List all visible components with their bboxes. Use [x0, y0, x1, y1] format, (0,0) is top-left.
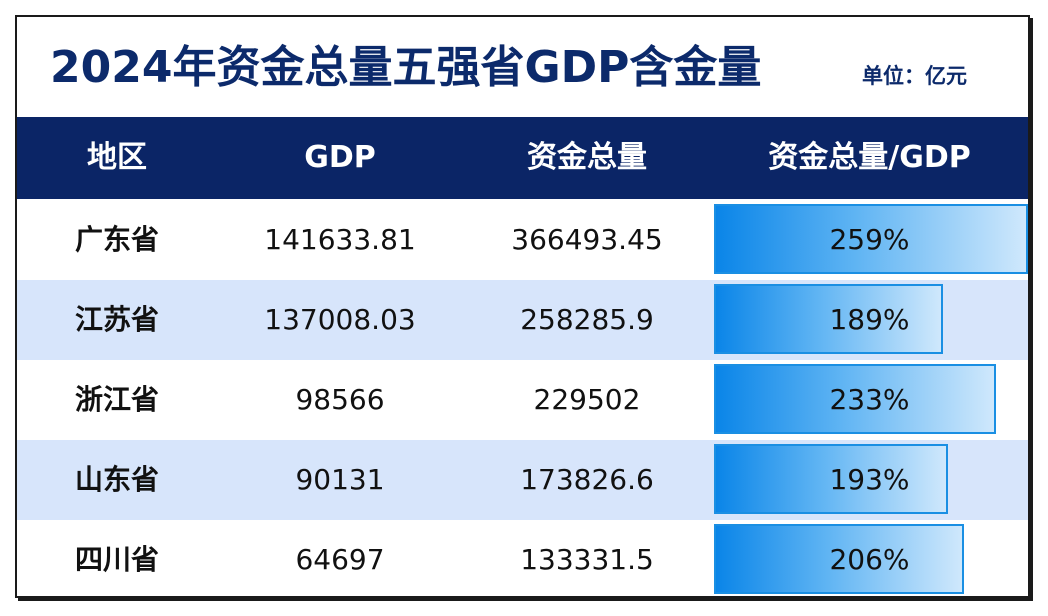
region-cell: 四川省 — [74, 543, 159, 576]
ratio-bar — [714, 204, 1028, 274]
funds-cell: 258285.9 — [520, 303, 654, 336]
ratio-bar — [714, 284, 943, 354]
header-ratio: 资金总量/GDP — [768, 140, 971, 175]
header-region: 地区 — [87, 140, 147, 175]
gdp-cell: 64697 — [295, 543, 385, 576]
table-row: 四川省 64697 133331.5 206% — [17, 520, 1028, 600]
ratio-label: 259% — [829, 223, 910, 256]
ratio-label: 193% — [829, 463, 910, 496]
table-header: 地区 GDP 资金总量 资金总量/GDP — [17, 117, 1028, 199]
region-cell: 山东省 — [74, 463, 159, 496]
gdp-cell: 141633.81 — [264, 223, 416, 256]
header-gdp: GDP — [304, 140, 376, 175]
table-row: 山东省 90131 173826.6 193% — [17, 440, 1028, 520]
funds-cell: 133331.5 — [520, 543, 654, 576]
region-cell: 广东省 — [74, 223, 159, 256]
chart-title: 2024年资金总量五强省GDP含金量 — [50, 42, 762, 93]
funds-cell: 366493.45 — [511, 223, 663, 256]
table-row: 江苏省 137008.03 258285.9 189% — [17, 280, 1028, 360]
gdp-cell: 90131 — [295, 463, 385, 496]
gdp-cell: 137008.03 — [264, 303, 416, 336]
table-row: 广东省 141633.81 366493.45 259% — [17, 200, 1028, 280]
ratio-label: 233% — [829, 383, 910, 416]
funds-cell: 229502 — [533, 383, 641, 416]
gdp-cell: 98566 — [295, 383, 385, 416]
ratio-bar — [714, 524, 964, 594]
funds-cell: 173826.6 — [520, 463, 654, 496]
ratio-bar — [714, 444, 948, 514]
table-row: 浙江省 98566 229502 233% — [17, 360, 1028, 440]
region-cell: 浙江省 — [74, 383, 159, 416]
region-cell: 江苏省 — [74, 303, 159, 336]
unit-label: 单位：亿元 — [862, 64, 967, 88]
header-funds: 资金总量 — [527, 140, 647, 175]
ratio-label: 206% — [829, 543, 910, 576]
ratio-bar — [714, 364, 996, 434]
ratio-label: 189% — [829, 303, 910, 336]
